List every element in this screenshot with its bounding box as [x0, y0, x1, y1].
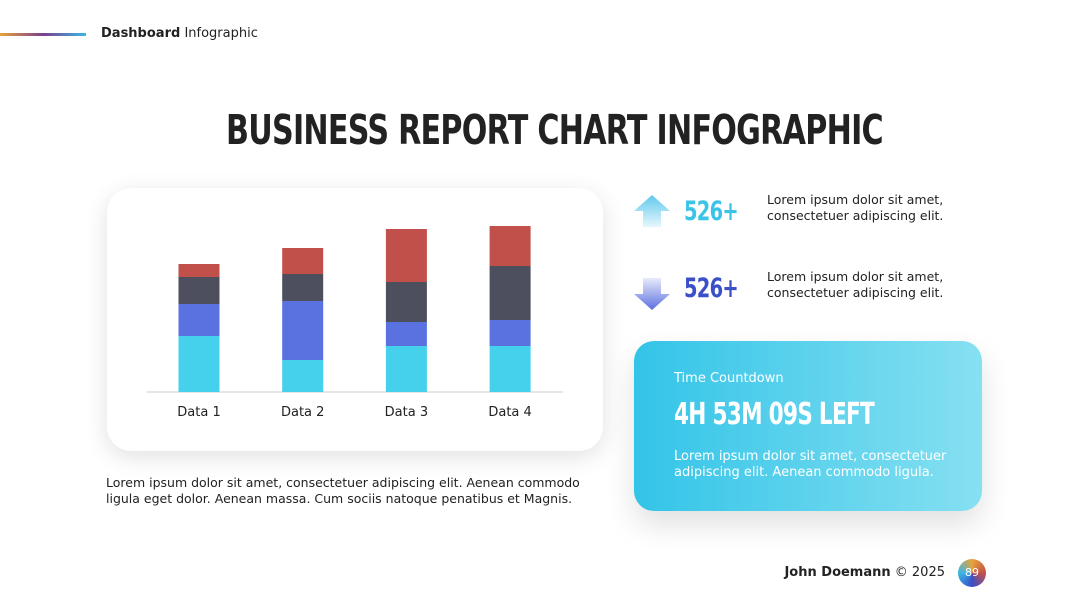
brand-bold: Dashboard: [101, 26, 181, 41]
stat-value: 526+: [684, 273, 739, 304]
bar-segment: [178, 264, 220, 277]
countdown-text: Lorem ipsum dolor sit amet, consectetuer…: [674, 449, 947, 480]
bar-segment: [489, 266, 531, 320]
bar-segment: [385, 322, 427, 346]
x-tick-label: Data 3: [385, 405, 428, 420]
bar-segment: [385, 346, 427, 392]
header-bar: [0, 33, 86, 36]
stat-text: Lorem ipsum dolor sit amet, consectetuer…: [767, 192, 944, 223]
bar-segment: [282, 301, 324, 360]
bar-segment: [489, 226, 531, 266]
brand: Infographic: [184, 26, 258, 41]
bar-segment: [178, 304, 220, 336]
countdown-value: 4H 53M 09S LEFT: [674, 397, 875, 432]
stat-value: 526+: [684, 196, 739, 227]
bar-segment: [282, 248, 324, 274]
bar-segment: [489, 320, 531, 346]
x-tick-label: Data 1: [177, 405, 220, 420]
bar-segment: [385, 282, 427, 322]
title: BUSINESS REPORT CHART INFOGRAPHIC: [226, 106, 884, 154]
header: Dashboard Infographic: [101, 26, 258, 41]
countdown-card: Time Countdown 4H 53M 09S LEFT Lorem ips…: [634, 341, 982, 511]
x-tick-label: Data 2: [281, 405, 324, 420]
bar-segment: [489, 346, 531, 392]
footer: John Doemann © 2025: [735, 565, 945, 580]
stat-text: Lorem ipsum dolor sit amet, consectetuer…: [767, 269, 944, 300]
arrow-down: [634, 278, 670, 310]
bar-segment: [282, 360, 324, 392]
countdown-label: Time Countdown: [674, 371, 784, 386]
bar-segment: [178, 277, 220, 304]
x-tick-label: Data 4: [488, 405, 531, 420]
bar-segment: [282, 274, 324, 301]
page-number: 89: [958, 559, 986, 587]
arrow-up: [634, 195, 670, 227]
copyright: © 2025: [894, 565, 945, 580]
bar-segment: [385, 229, 427, 282]
author: John Doemann: [784, 565, 891, 580]
bar-segment: [178, 336, 220, 392]
chart-note: Lorem ipsum dolor sit amet, consectetuer…: [106, 475, 580, 506]
